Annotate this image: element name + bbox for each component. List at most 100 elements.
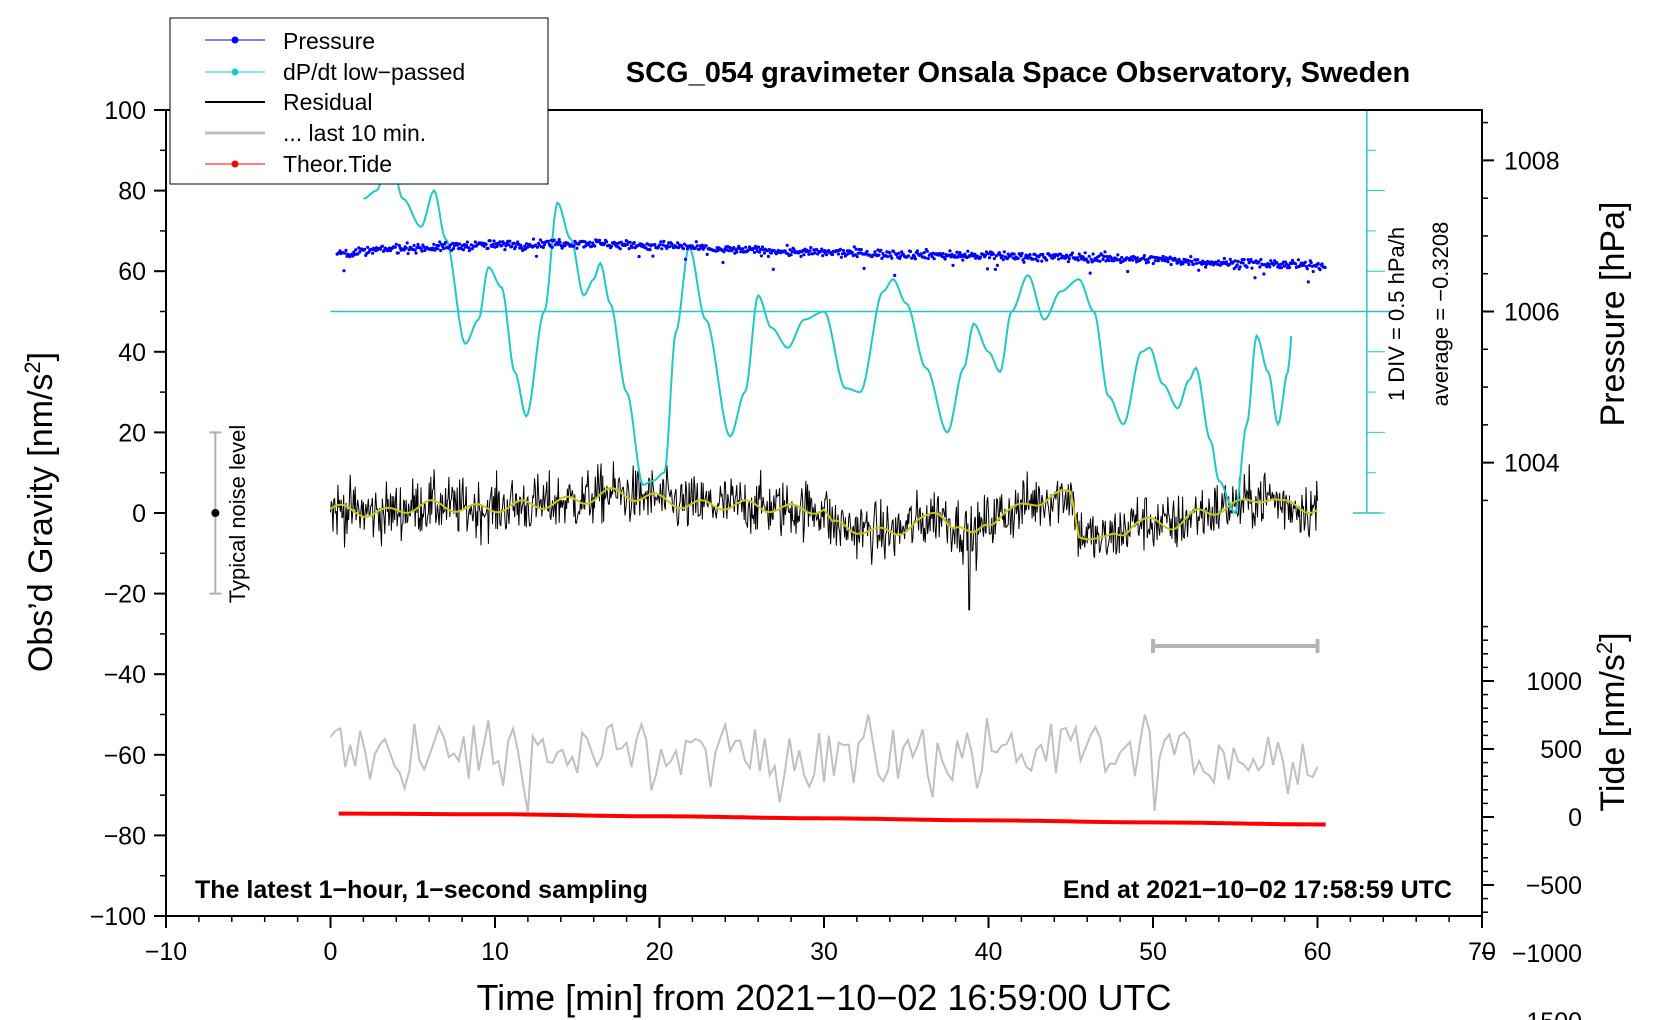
pressure-point bbox=[809, 246, 813, 250]
x-tick-label: 60 bbox=[1304, 938, 1332, 966]
pressure-point bbox=[557, 238, 561, 242]
pressure-point bbox=[792, 248, 796, 252]
svg-text:Theor.Tide: Theor.Tide bbox=[283, 151, 392, 177]
pressure-point bbox=[660, 247, 664, 251]
pressure-point bbox=[788, 248, 792, 252]
pressure-point bbox=[1287, 265, 1292, 270]
pressure-point bbox=[465, 240, 469, 244]
pressure-point bbox=[1296, 258, 1300, 262]
pressure-point bbox=[823, 249, 827, 253]
pressure-point bbox=[735, 250, 739, 254]
pressure-point bbox=[575, 246, 579, 250]
pressure-point bbox=[739, 250, 743, 254]
pressure-point bbox=[1318, 268, 1322, 272]
pressure-point bbox=[442, 247, 446, 251]
pressure-point bbox=[461, 248, 465, 252]
legend-entry-residual: Residual bbox=[205, 89, 373, 115]
pressure-point bbox=[451, 241, 455, 245]
pressure-point bbox=[1070, 251, 1074, 255]
pressure-point bbox=[464, 243, 468, 247]
pressure-point bbox=[431, 246, 435, 250]
pressure-point bbox=[1081, 255, 1085, 259]
tide-tick-label: −1000 bbox=[1512, 940, 1582, 968]
pressure-point bbox=[500, 243, 504, 247]
pressure-point bbox=[919, 252, 924, 256]
pressure-point bbox=[1280, 266, 1284, 270]
pressure-point bbox=[612, 240, 617, 244]
pressure-point bbox=[354, 248, 358, 252]
pressure-point bbox=[1311, 269, 1315, 274]
pressure-point bbox=[1112, 259, 1116, 263]
pressure-point bbox=[1146, 260, 1150, 264]
pressure-point bbox=[572, 244, 576, 248]
pressure-point bbox=[1323, 265, 1327, 270]
pressure-point bbox=[886, 255, 890, 259]
pressure-point bbox=[1066, 260, 1070, 264]
pressure-tick-label: 1006 bbox=[1504, 299, 1560, 327]
pressure-point bbox=[839, 255, 844, 259]
pressure-point bbox=[1098, 259, 1102, 263]
pressure-point bbox=[1088, 271, 1092, 275]
series-theor-tide bbox=[338, 811, 1326, 827]
pressure-point bbox=[831, 252, 835, 257]
pressure-point bbox=[1118, 258, 1122, 262]
pressure-point bbox=[1120, 255, 1124, 260]
pressure-point bbox=[1238, 265, 1242, 269]
pressure-point bbox=[789, 253, 793, 257]
pressure-point bbox=[1016, 256, 1020, 260]
pressure-point bbox=[519, 243, 523, 247]
series-pressure bbox=[335, 237, 1327, 284]
pressure-point bbox=[932, 257, 936, 261]
y-tick-label: 80 bbox=[118, 178, 146, 206]
pressure-point bbox=[406, 252, 410, 256]
pressure-point bbox=[748, 245, 752, 249]
pressure-point bbox=[985, 267, 990, 271]
pressure-point bbox=[732, 246, 736, 250]
pressure-point bbox=[1000, 254, 1004, 258]
pressure-point bbox=[1245, 265, 1249, 269]
pressure-point bbox=[930, 255, 934, 259]
pressure-point bbox=[1250, 266, 1254, 270]
pressure-point bbox=[825, 253, 829, 257]
pressure-point bbox=[1196, 258, 1200, 262]
pressure-point bbox=[1309, 261, 1313, 265]
pressure-point bbox=[704, 244, 708, 248]
legend-entry-pressure: Pressure bbox=[205, 28, 375, 54]
pressure-point bbox=[1103, 250, 1107, 254]
pressure-point bbox=[665, 246, 669, 250]
pressure-point bbox=[407, 248, 411, 252]
pressure-point bbox=[1265, 265, 1269, 269]
pressure-point bbox=[693, 246, 698, 250]
pressure-point bbox=[1190, 260, 1194, 264]
pressure-point bbox=[618, 247, 622, 251]
pressure-point bbox=[457, 242, 462, 246]
pressure-point bbox=[802, 253, 806, 257]
pressure-point bbox=[538, 238, 543, 242]
pressure-point bbox=[619, 240, 623, 244]
y-axis-label-left: Obs’d Gravity [nm/s2] bbox=[20, 352, 61, 672]
y-tick-label: 20 bbox=[118, 419, 146, 447]
pressure-point bbox=[1262, 272, 1266, 276]
pressure-point bbox=[1045, 258, 1049, 262]
pressure-point bbox=[1105, 254, 1109, 259]
pressure-point bbox=[352, 250, 356, 254]
pressure-point bbox=[1102, 254, 1106, 259]
pressure-point bbox=[759, 254, 764, 258]
pressure-point bbox=[550, 245, 554, 249]
pressure-point bbox=[1216, 259, 1221, 263]
pressure-point bbox=[542, 243, 547, 247]
pressure-point bbox=[371, 251, 375, 255]
pressure-point bbox=[1192, 262, 1196, 266]
pressure-point bbox=[852, 245, 856, 249]
x-tick-label: 20 bbox=[646, 938, 674, 966]
pressure-point bbox=[753, 250, 757, 255]
pressure-point bbox=[516, 240, 520, 244]
pressure-point bbox=[630, 245, 634, 249]
pressure-point bbox=[1166, 260, 1170, 264]
pressure-point bbox=[525, 242, 529, 246]
pressure-point bbox=[662, 239, 666, 243]
pressure-point bbox=[1131, 258, 1135, 262]
pressure-point bbox=[807, 252, 811, 256]
pressure-point bbox=[1169, 262, 1173, 267]
